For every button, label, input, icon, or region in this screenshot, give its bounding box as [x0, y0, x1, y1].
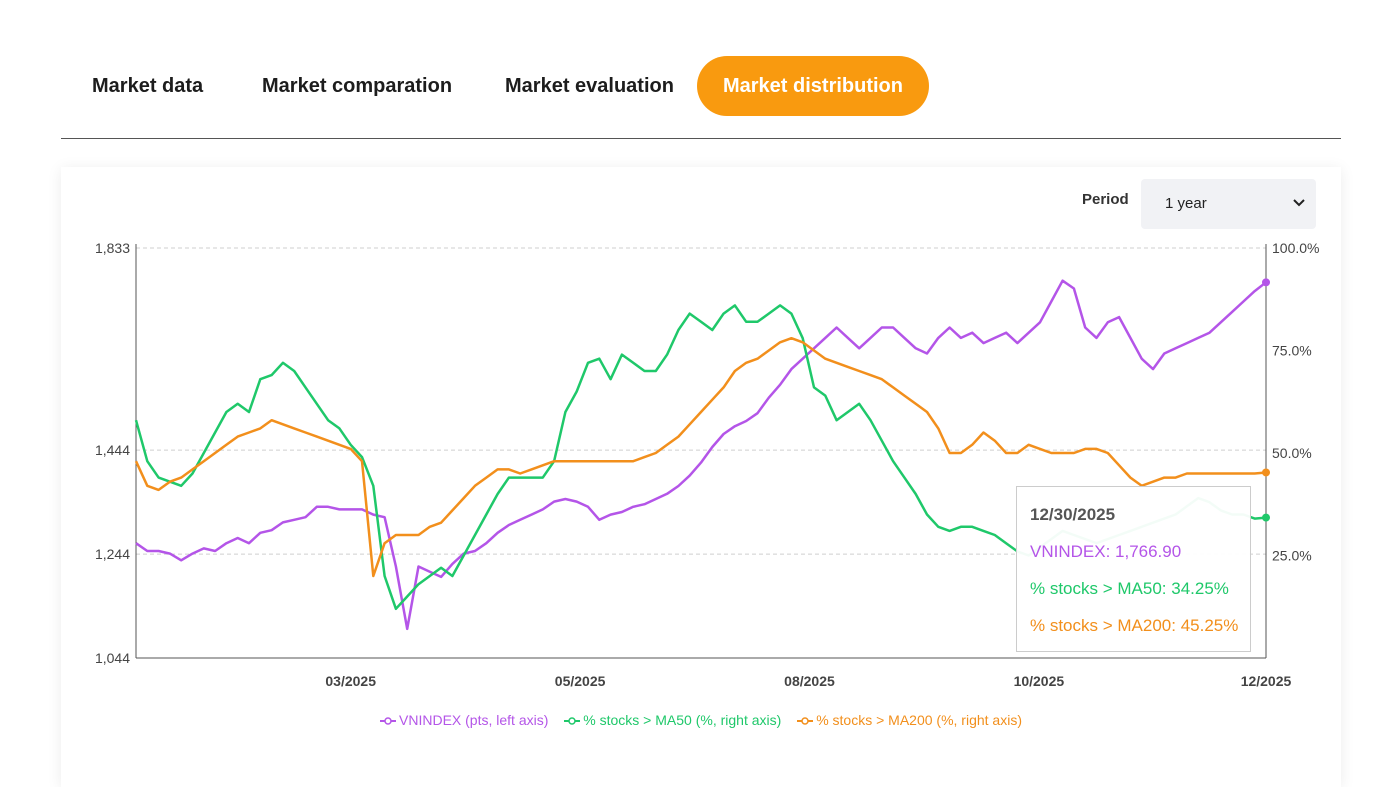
legend-marker-ma50 — [564, 717, 581, 726]
legend-item-ma50[interactable]: % stocks > MA50 (%, right axis) — [564, 712, 781, 728]
right-tick-label-2: 50.0% — [1272, 445, 1312, 461]
legend-label-ma200: % stocks > MA200 (%, right axis) — [816, 712, 1022, 728]
left-tick-label-0: 1,833 — [95, 240, 130, 256]
series-endpoint-vnindex — [1262, 278, 1270, 287]
period-selected-value: 1 year — [1165, 195, 1207, 212]
x-tick-label-3: 10/2025 — [1014, 673, 1065, 689]
tab-market-distribution[interactable]: Market distribution — [697, 56, 929, 116]
x-tick-label-0: 03/2025 — [325, 673, 376, 689]
legend-label-vnindex: VNINDEX (pts, left axis) — [399, 712, 549, 728]
series-line-vnindex — [135, 279, 1267, 631]
chart-card: Period 1 year 1,833 1,444 1,244 1,044 100.0%… — [61, 167, 1341, 787]
left-tick-label-2: 1,244 — [95, 546, 130, 562]
series-line-ma200 — [134, 336, 1267, 578]
left-tick-label-1: 1,444 — [95, 442, 130, 458]
tooltip-ma50: % stocks > MA50: 34.25% — [1030, 579, 1229, 598]
legend-item-vnindex[interactable]: VNINDEX (pts, left axis) — [380, 712, 548, 728]
x-tick-label-2: 08/2025 — [784, 673, 835, 689]
right-tick-label-3: 25.0% — [1272, 548, 1312, 564]
tooltip-ma200: % stocks > MA200: 45.25% — [1030, 616, 1239, 635]
chevron-down-icon — [1293, 199, 1305, 207]
x-tick-label-4: 12/2025 — [1241, 673, 1292, 689]
tab-divider — [61, 138, 1341, 139]
tab-market-data[interactable]: Market data — [92, 75, 204, 97]
tab-bar: Market data Market comparation Market ev… — [61, 56, 1341, 116]
chart-tooltip: 12/30/2025 VNINDEX: 1,766.90 % stocks > … — [1016, 486, 1251, 652]
tab-market-comparation[interactable]: Market comparation — [262, 75, 453, 97]
series-endpoint-ma200 — [1262, 468, 1270, 477]
legend-marker-ma200 — [797, 717, 814, 726]
period-label: Period — [1082, 191, 1129, 208]
left-tick-label-3: 1,044 — [95, 650, 130, 666]
period-select[interactable]: 1 year — [1141, 179, 1316, 229]
legend-marker-vnindex — [380, 717, 397, 726]
tooltip-date: 12/30/2025 — [1030, 505, 1116, 524]
right-tick-label-1: 75.0% — [1272, 343, 1312, 359]
legend-label-ma50: % stocks > MA50 (%, right axis) — [583, 712, 782, 728]
legend-item-ma200[interactable]: % stocks > MA200 (%, right axis) — [797, 712, 1022, 728]
x-tick-label-1: 05/2025 — [555, 673, 606, 689]
right-tick-label-0: 100.0% — [1272, 240, 1319, 256]
tooltip-vnindex: VNINDEX: 1,766.90 — [1030, 542, 1182, 561]
tab-market-evaluation[interactable]: Market evaluation — [505, 75, 674, 97]
series-endpoint-ma50 — [1262, 513, 1270, 522]
chart-legend: VNINDEX (pts, left axis) % stocks > MA50… — [61, 712, 1341, 728]
